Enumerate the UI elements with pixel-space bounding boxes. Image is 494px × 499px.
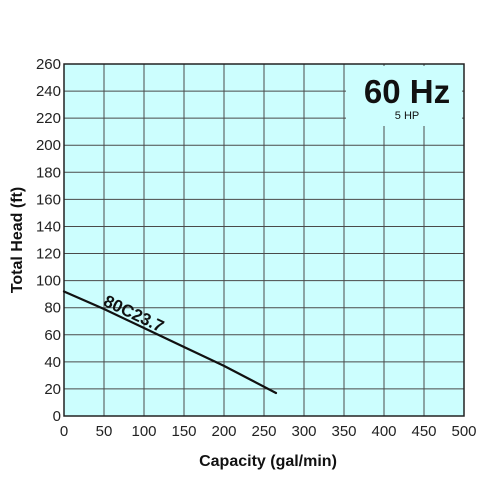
y-tick-label: 80 <box>44 300 61 317</box>
legend-box <box>346 66 462 126</box>
x-tick-label: 250 <box>251 423 276 440</box>
x-tick-label: 150 <box>171 423 196 440</box>
x-tick-label: 400 <box>371 423 396 440</box>
x-tick-label: 200 <box>211 423 236 440</box>
y-tick-label: 160 <box>36 191 61 208</box>
y-tick-label: 120 <box>36 246 61 263</box>
x-axis-ticks: 0 50 100 150 200 250 300 350 400 450 500 <box>60 423 477 440</box>
x-tick-label: 0 <box>60 423 68 440</box>
x-tick-label: 450 <box>411 423 436 440</box>
x-tick-label: 300 <box>291 423 316 440</box>
y-tick-label: 0 <box>53 408 61 425</box>
chart-title: 60 Hz <box>364 73 450 110</box>
y-tick-label: 220 <box>36 110 61 127</box>
y-tick-label: 240 <box>36 83 61 100</box>
y-axis-title: Total Head (ft) <box>9 187 26 293</box>
y-tick-label: 60 <box>44 327 61 344</box>
x-tick-label: 500 <box>451 423 476 440</box>
x-tick-label: 50 <box>96 423 113 440</box>
x-tick-label: 100 <box>131 423 156 440</box>
y-tick-label: 20 <box>44 381 61 398</box>
y-tick-label: 260 <box>36 56 61 73</box>
y-axis-ticks: 0 20 40 60 80 100 120 140 160 180 200 220 240 260 <box>36 56 61 425</box>
x-tick-label: 350 <box>331 423 356 440</box>
y-tick-label: 100 <box>36 273 61 290</box>
plot-frame <box>63 63 465 417</box>
x-axis-title: Capacity (gal/min) <box>199 453 337 470</box>
y-tick-label: 140 <box>36 218 61 235</box>
chart-subtitle: 5 HP <box>395 110 419 122</box>
y-tick-label: 180 <box>36 164 61 181</box>
y-tick-label: 40 <box>44 354 61 371</box>
series-line <box>62 290 278 395</box>
y-tick-label: 200 <box>36 137 61 154</box>
